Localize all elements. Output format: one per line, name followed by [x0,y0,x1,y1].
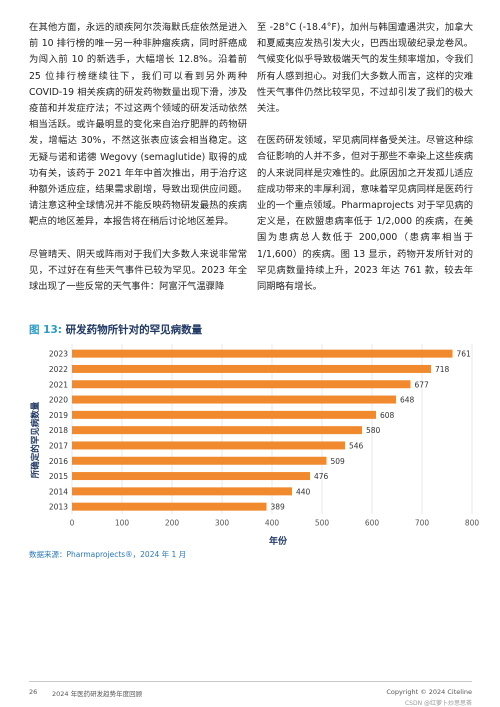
data-label: 608 [380,411,395,420]
y-tick-label: 2020 [49,396,68,405]
data-label: 761 [457,350,472,359]
y-tick-label: 2016 [49,457,68,466]
y-tick-label: 2017 [49,441,68,450]
bar [72,349,453,358]
bars [72,349,453,511]
figure-label: 图 13: [29,324,62,336]
x-tick-label: 600 [365,518,380,527]
figure-source: 数据来源：Pharmaprojects®，2024 年 1 月 [29,550,187,559]
bar [72,456,327,465]
data-label: 440 [296,487,311,496]
y-axis-label: 所确定的罕见病数量 [30,401,41,479]
y-tick-label: 2018 [49,426,68,435]
x-tick-label: 300 [215,518,230,527]
labels: 0 100 200 300 400 500 600 700 800 2023 761 2022 718 2… [49,350,479,528]
bar [72,441,345,450]
x-tick-label: 700 [415,518,430,527]
x-tick-label: 200 [165,518,180,527]
bar [72,472,310,481]
x-tick-label: 0 [70,518,75,527]
y-tick-label: 2021 [49,380,68,389]
data-label: 389 [271,503,286,512]
x-tick-label: 400 [265,518,280,527]
y-tick-label: 2014 [49,487,68,496]
right-text-column: 至 -28°C (-18.4°F)，加州与韩国遭遇洪灾，加拿大和夏威夷应发热引发… [257,20,473,311]
report-title: 2024 年医药研发趋势年度回顾 [52,690,143,698]
y-tick-label: 2022 [49,365,68,374]
data-label: 677 [415,380,430,389]
figure-title-text: 研发药物所针对的罕见病数量 [65,324,203,336]
paragraph: 尽管晴天、阴天或阵雨对于我们大多数人来说非常常见，不过好在有些天气事件已较为罕见… [29,248,247,293]
y-tick-label: 2019 [49,411,68,420]
data-label: 546 [349,441,364,450]
data-label: 648 [400,396,415,405]
paragraph: 至 -28°C (-18.4°F)，加州与韩国遭遇洪灾，加拿大和夏威夷应发热引发… [257,22,473,115]
x-tick-label: 800 [465,518,480,527]
bar [72,487,292,496]
data-label: 580 [366,426,381,435]
x-axis-label: 年份 [269,535,288,547]
data-label: 718 [435,365,450,374]
y-tick-label: 2023 [49,350,68,359]
bar [72,426,362,435]
data-label: 509 [331,457,346,466]
bar [72,502,267,511]
left-text-column: 在其他方面，永远的顽疾阿尔茨海默氏症依然是进入前 10 排行榜的唯一另一种非肿瘤… [29,20,247,311]
watermark: CSDN @红萝卜炒思思茶 [404,700,472,707]
bar [72,395,396,404]
x-tick-label: 100 [115,518,130,527]
bar [72,364,431,373]
y-tick-label: 2015 [49,472,68,481]
figure-title: 图 13: 研发药物所针对的罕见病数量 [29,322,202,337]
paragraph: 在其他方面，永远的顽疾阿尔茨海默氏症依然是进入前 10 排行榜的唯一另一种非肿瘤… [29,22,247,228]
bar [72,410,376,419]
copyright: Copyright © 2024 Citeline [386,688,472,696]
paragraph: 在医药研发领域，罕见病同样备受关注。尽管这种综合征影响的人并不多，但对于那些不幸… [257,135,473,293]
bar-chart: 0 100 200 300 400 500 600 700 800 2023 761 2022 718 2… [30,344,479,547]
footer-divider [29,681,472,682]
page-number: 26 [29,688,38,696]
data-label: 476 [314,472,329,481]
x-tick-label: 500 [315,518,330,527]
y-tick-label: 2013 [49,503,68,512]
bar [72,380,411,389]
